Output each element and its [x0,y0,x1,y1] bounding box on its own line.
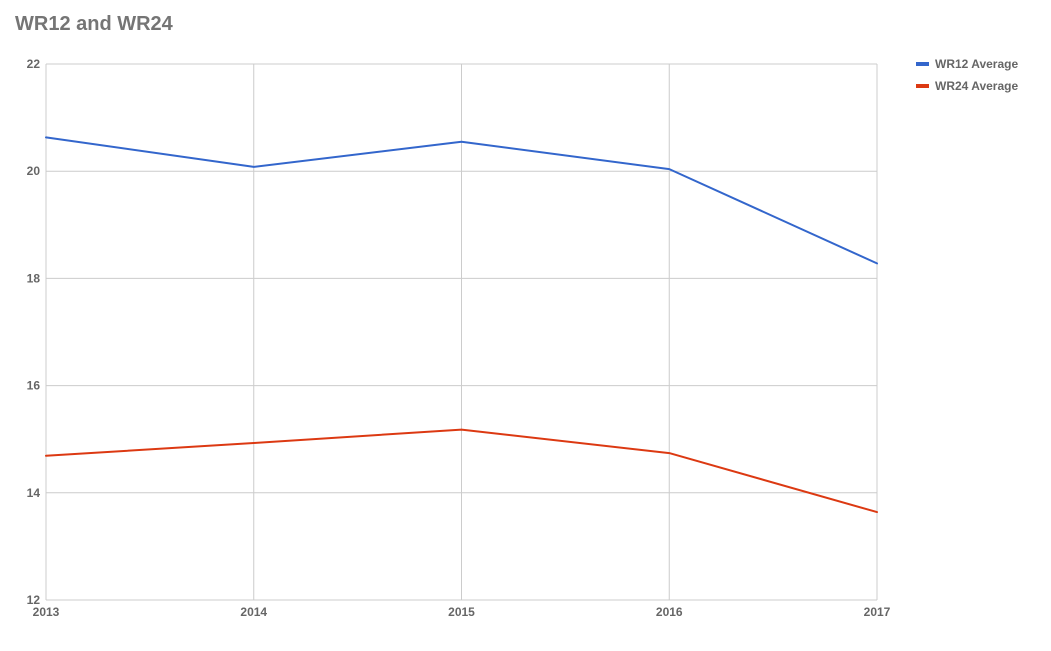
y-tick-label: 20 [27,164,41,178]
y-tick-label: 22 [27,57,41,71]
x-tick-label: 2015 [448,605,475,619]
series-layer [45,136,878,514]
series-line-2 [45,428,878,514]
x-tick-label: 2013 [33,605,60,619]
legend-swatch [916,62,929,66]
x-tick-label: 2016 [656,605,683,619]
axis-layer: 12 14 16 18 20 22 2013 2014 2015 2016 2017 [27,57,891,619]
chart-title: WR12 and WR24 [15,13,173,35]
y-tick-label: 12 [27,593,41,607]
y-tick-label: 14 [27,486,41,500]
legend-label: WR24 Average [935,79,1018,93]
y-tick-label: 18 [27,271,41,285]
legend-label: WR12 Average [935,57,1018,71]
x-tick-label: 2017 [864,605,891,619]
legend: WR12 Average WR24 Average [916,57,1018,93]
grid-layer [45,63,878,601]
series-line-1 [45,136,878,265]
legend-swatch [916,84,929,88]
x-tick-label: 2014 [240,605,267,619]
y-tick-label: 16 [27,379,41,393]
